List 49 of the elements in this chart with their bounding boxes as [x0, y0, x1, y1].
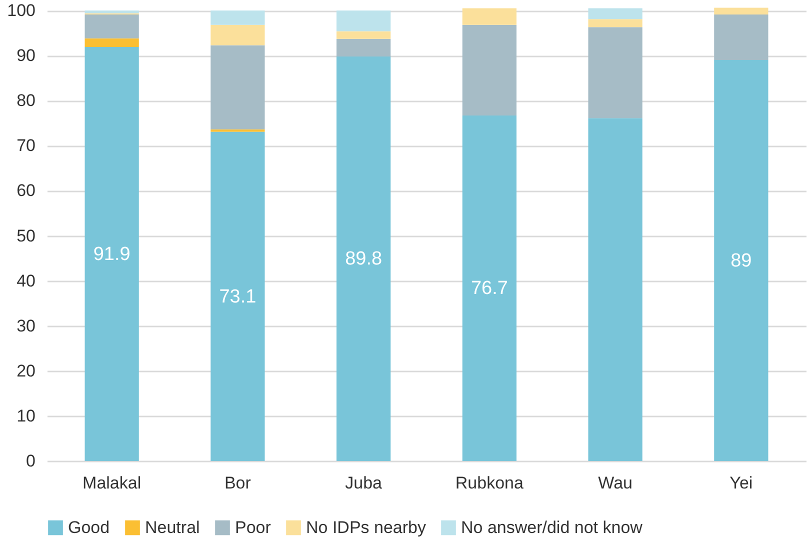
- x-tick-label: Malakal: [82, 474, 142, 492]
- x-tick-label: Bor: [224, 474, 252, 492]
- bar: [210, 45, 265, 130]
- bar: [336, 38, 391, 56]
- data-label: 73.1: [219, 286, 256, 308]
- y-tick-label: 90: [16, 46, 36, 66]
- y-tick-label: 40: [16, 271, 36, 290]
- x-tick-label: Rubkona: [455, 474, 524, 492]
- legend-label: Neutral: [145, 518, 200, 537]
- bar: [210, 132, 265, 461]
- legend-label: No IDPs nearby: [306, 518, 426, 537]
- bar: [588, 27, 642, 118]
- data-label: 76.7: [470, 278, 508, 300]
- bar: [714, 14, 768, 60]
- bar: [714, 8, 768, 15]
- y-tick-label: 50: [16, 226, 36, 246]
- x-tick-label: Wau: [598, 474, 632, 492]
- bar: [84, 38, 139, 47]
- y-tick-label: 30: [16, 316, 36, 336]
- data-label: 89.8: [345, 248, 382, 270]
- bar: [588, 19, 642, 28]
- y-tick-label: 100: [7, 1, 36, 20]
- bar: [210, 24, 265, 46]
- y-tick-label: 80: [16, 91, 36, 110]
- bar: [84, 10, 139, 14]
- y-tick-label: 70: [16, 136, 36, 156]
- x-tick-label: Juba: [345, 474, 383, 492]
- bar: [84, 46, 139, 461]
- bar: [84, 14, 139, 38]
- x-tick-label: Yei: [730, 474, 753, 492]
- bar: [336, 31, 391, 39]
- bar: [336, 10, 391, 32]
- data-label: 89: [730, 250, 752, 272]
- bar: [462, 115, 516, 461]
- data-label: 91.9: [93, 244, 130, 265]
- y-tick-label: 20: [16, 361, 36, 380]
- y-tick-label: 60: [16, 181, 36, 200]
- legend-label: Good: [68, 518, 110, 537]
- bar: [714, 60, 768, 461]
- bar: [588, 8, 642, 20]
- legend-label: Poor: [235, 518, 272, 537]
- bar: [588, 118, 642, 461]
- bar: [336, 56, 391, 461]
- bar: [462, 24, 516, 116]
- bar: [210, 10, 265, 25]
- y-tick-label: 0: [26, 452, 36, 470]
- bar: [462, 8, 516, 25]
- y-tick-label: 10: [16, 406, 36, 426]
- legend-label: No answer/did not know: [461, 518, 644, 537]
